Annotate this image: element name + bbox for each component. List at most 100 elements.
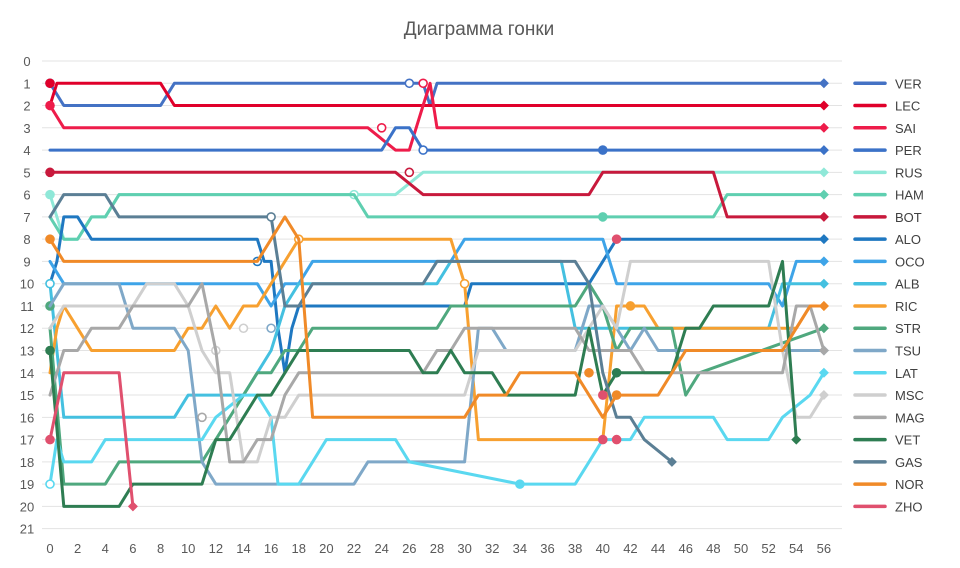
data-point-marker	[376, 123, 387, 133]
legend-item-vet: VET	[853, 433, 920, 448]
x-tick-label: 34	[513, 541, 527, 556]
series-line	[48, 215, 826, 375]
x-tick-label: 36	[540, 541, 554, 556]
legend-item-ham: HAM	[853, 188, 924, 203]
data-point-marker	[625, 301, 636, 311]
legend-item-mag: MAG	[853, 410, 925, 425]
data-point-marker	[515, 479, 525, 489]
x-tick-label: 2	[74, 541, 81, 556]
legend-label: LEC	[895, 99, 920, 114]
y-tick-label: 19	[20, 477, 34, 492]
series-line	[48, 371, 135, 508]
end-marker	[818, 78, 829, 89]
end-marker	[666, 456, 677, 467]
x-tick-label: 14	[236, 541, 250, 556]
legend-label: BOT	[895, 210, 922, 225]
data-point-marker	[597, 145, 608, 155]
series-gas	[48, 193, 677, 467]
series-line	[48, 237, 826, 308]
data-point-marker	[418, 78, 428, 89]
legend-item-lat: LAT	[853, 366, 918, 381]
series-line	[48, 193, 826, 241]
end-marker	[818, 323, 829, 334]
legend-item-str: STR	[853, 321, 921, 336]
y-tick-label: 0	[23, 54, 30, 69]
legend-label: LAT	[895, 366, 918, 381]
legend-label: NOR	[895, 477, 924, 492]
legend-label: RIC	[895, 299, 917, 314]
x-tick-label: 26	[402, 541, 416, 556]
y-tick-label: 16	[20, 410, 34, 425]
y-tick-label: 18	[20, 455, 34, 470]
data-point-marker	[45, 479, 55, 489]
legend-item-gas: GAS	[853, 455, 923, 470]
x-tick-label: 46	[678, 541, 692, 556]
data-point-marker	[597, 434, 608, 445]
x-tick-label: 54	[789, 541, 803, 556]
x-tick-label: 28	[430, 541, 444, 556]
y-tick-label: 9	[23, 254, 30, 269]
series-line	[48, 170, 826, 219]
legend-label: ALB	[895, 277, 920, 292]
chart-title: Диаграмма гонки	[404, 19, 555, 40]
x-tick-label: 8	[157, 541, 164, 556]
legend-item-ver: VER	[853, 76, 922, 91]
x-tick-label: 4	[102, 541, 109, 556]
end-marker	[818, 211, 829, 222]
gridlines	[42, 60, 842, 530]
series-line	[48, 170, 826, 241]
data-point-marker	[611, 390, 622, 400]
series-line	[48, 282, 826, 464]
series-lec	[45, 78, 829, 111]
series-line	[48, 259, 826, 464]
legend-label: STR	[895, 321, 921, 336]
legend-item-alo: ALO	[853, 232, 921, 247]
y-tick-label: 7	[23, 210, 30, 225]
y-tick-label: 4	[23, 143, 30, 158]
legend-item-nor: NOR	[853, 477, 924, 492]
data-point-marker	[45, 78, 55, 89]
data-point-marker	[418, 145, 428, 155]
series-line	[48, 126, 826, 152]
y-tick-label: 3	[23, 121, 30, 136]
x-axis-ticks: 0 2 4 6 8 10 12 14 16 18 20 22 24 26 28 30 32 34 36 38 40 42 4…	[46, 541, 831, 556]
legend-item-bot: BOT	[853, 210, 922, 225]
x-tick-label: 42	[623, 541, 637, 556]
y-tick-label: 14	[20, 366, 34, 381]
data-point-marker	[197, 412, 207, 423]
legend-label: VET	[895, 433, 920, 448]
series-nor	[45, 215, 829, 419]
data-point-marker	[45, 234, 55, 244]
end-marker	[818, 100, 829, 111]
series-line	[48, 193, 674, 464]
legend-item-tsu: TSU	[853, 344, 921, 359]
data-point-marker	[45, 167, 55, 178]
legend-label: MSC	[895, 388, 924, 403]
series-vet	[45, 259, 802, 508]
legend-item-rus: RUS	[853, 165, 923, 180]
legend-label: VER	[895, 76, 922, 91]
end-marker	[818, 189, 829, 200]
series-line	[48, 215, 826, 419]
data-point-marker	[45, 189, 55, 200]
legend-label: PER	[895, 143, 922, 158]
legend-item-ric: RIC	[853, 299, 917, 314]
x-tick-label: 56	[817, 541, 831, 556]
data-point-marker	[611, 434, 622, 445]
end-marker	[818, 234, 829, 245]
data-point-marker	[404, 78, 415, 89]
legend-label: RUS	[895, 165, 923, 180]
legend-label: MAG	[895, 410, 925, 425]
series-lines	[45, 78, 829, 512]
data-point-marker	[45, 100, 55, 111]
series-line	[48, 259, 798, 508]
series-mag	[48, 282, 829, 464]
series-tsu	[48, 282, 829, 486]
series-line	[48, 81, 826, 152]
data-point-marker	[611, 234, 622, 244]
legend-label: ZHO	[895, 499, 922, 514]
legend-item-alb: ALB	[853, 277, 920, 292]
legend-label: SAI	[895, 121, 916, 136]
data-point-marker	[266, 323, 276, 334]
